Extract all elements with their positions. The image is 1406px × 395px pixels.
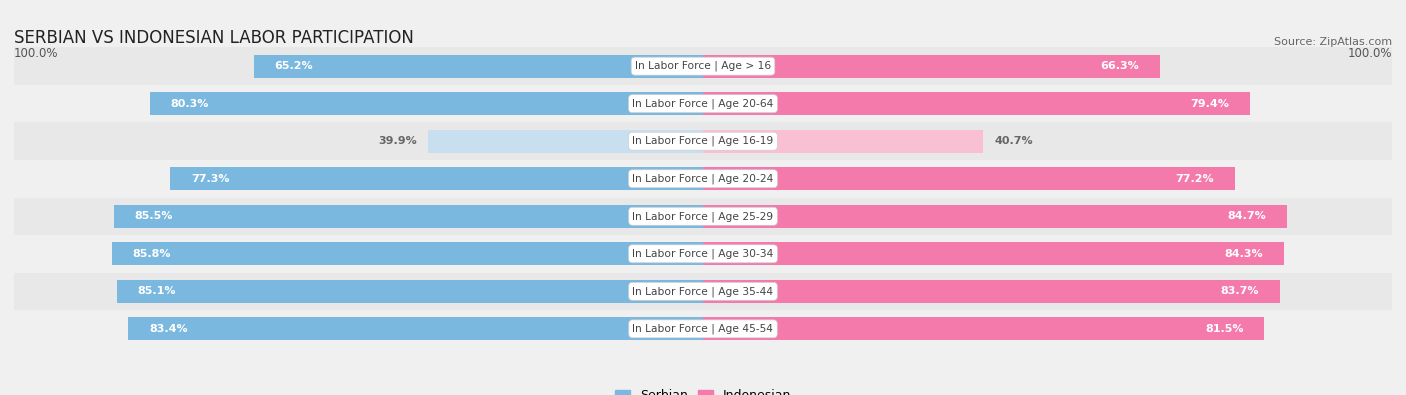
Bar — [170, 167, 703, 190]
Bar — [14, 160, 1392, 198]
Bar — [112, 242, 703, 265]
Text: SERBIAN VS INDONESIAN LABOR PARTICIPATION: SERBIAN VS INDONESIAN LABOR PARTICIPATIO… — [14, 29, 413, 47]
Text: 77.2%: 77.2% — [1175, 174, 1215, 184]
Text: In Labor Force | Age 16-19: In Labor Force | Age 16-19 — [633, 136, 773, 147]
Text: 77.3%: 77.3% — [191, 174, 229, 184]
Text: 100.0%: 100.0% — [1347, 47, 1392, 60]
Text: In Labor Force | Age 25-29: In Labor Force | Age 25-29 — [633, 211, 773, 222]
Text: In Labor Force | Age 45-54: In Labor Force | Age 45-54 — [633, 324, 773, 334]
Text: 40.7%: 40.7% — [994, 136, 1033, 146]
Text: 65.2%: 65.2% — [274, 61, 314, 71]
Text: In Labor Force | Age 30-34: In Labor Force | Age 30-34 — [633, 248, 773, 259]
Text: 39.9%: 39.9% — [378, 136, 418, 146]
Text: 84.3%: 84.3% — [1225, 249, 1263, 259]
Text: 79.4%: 79.4% — [1191, 99, 1229, 109]
Text: 85.8%: 85.8% — [132, 249, 172, 259]
Bar — [703, 242, 1284, 265]
Bar — [703, 167, 1234, 190]
Text: In Labor Force | Age 20-24: In Labor Force | Age 20-24 — [633, 173, 773, 184]
Bar — [14, 198, 1392, 235]
Text: In Labor Force | Age 35-44: In Labor Force | Age 35-44 — [633, 286, 773, 297]
Bar — [14, 47, 1392, 85]
Text: In Labor Force | Age 20-64: In Labor Force | Age 20-64 — [633, 98, 773, 109]
Bar — [703, 55, 1160, 78]
Bar — [117, 280, 703, 303]
Text: In Labor Force | Age > 16: In Labor Force | Age > 16 — [636, 61, 770, 71]
Text: 85.5%: 85.5% — [135, 211, 173, 221]
Bar — [14, 273, 1392, 310]
Bar — [703, 92, 1250, 115]
Text: Source: ZipAtlas.com: Source: ZipAtlas.com — [1274, 38, 1392, 47]
Bar — [14, 235, 1392, 273]
Bar — [703, 317, 1264, 340]
Text: 100.0%: 100.0% — [14, 47, 59, 60]
Bar — [150, 92, 703, 115]
Bar — [703, 205, 1286, 228]
Text: 81.5%: 81.5% — [1205, 324, 1244, 334]
Text: 85.1%: 85.1% — [138, 286, 176, 296]
Bar — [703, 130, 983, 153]
Bar — [703, 280, 1279, 303]
Text: 83.7%: 83.7% — [1220, 286, 1258, 296]
Text: 84.7%: 84.7% — [1227, 211, 1265, 221]
Text: 80.3%: 80.3% — [170, 99, 209, 109]
Bar — [114, 205, 703, 228]
Bar — [128, 317, 703, 340]
Bar — [14, 310, 1392, 348]
Text: 66.3%: 66.3% — [1101, 61, 1139, 71]
Bar — [14, 122, 1392, 160]
Bar — [254, 55, 703, 78]
Legend: Serbian, Indonesian: Serbian, Indonesian — [610, 384, 796, 395]
Bar — [427, 130, 703, 153]
Text: 83.4%: 83.4% — [149, 324, 188, 334]
Bar — [14, 85, 1392, 122]
